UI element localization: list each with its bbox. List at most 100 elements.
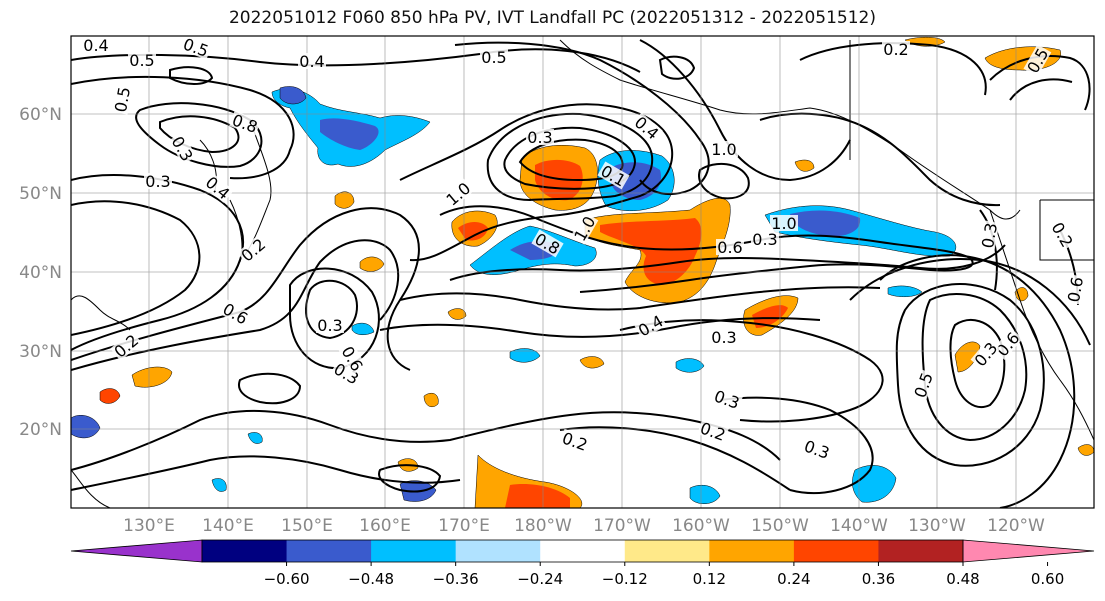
contour-label-bg <box>110 330 142 361</box>
lon-label: 180°W <box>514 516 572 536</box>
contour-label-bg <box>168 132 197 165</box>
shade-red-s <box>505 484 570 508</box>
contour-label-bg <box>298 53 326 69</box>
shade-orange-small-1 <box>359 256 385 272</box>
contour-label-bg <box>229 110 261 136</box>
contour-line <box>71 200 201 336</box>
lat-label: 20°N <box>19 420 62 440</box>
colorbar-segment <box>455 540 541 562</box>
lon-label: 130°E <box>123 516 175 536</box>
contour-line <box>849 258 1091 346</box>
lat-label: 40°N <box>19 263 62 283</box>
contour-label-bg <box>970 338 1001 370</box>
colorbar-tick-label: −0.48 <box>348 570 394 588</box>
contour-line <box>71 75 295 180</box>
contour-line <box>378 464 442 493</box>
contour-line <box>71 48 641 73</box>
contour-line <box>698 162 750 200</box>
coast-asia <box>71 119 272 508</box>
colorbar-outline <box>201 539 964 563</box>
contour-line <box>486 112 654 202</box>
contour-label: 0.2 <box>883 40 908 59</box>
contour-line <box>639 39 851 182</box>
contour-line <box>238 372 302 405</box>
shade-red-center <box>535 159 583 201</box>
lon-label: 160°W <box>672 516 730 536</box>
colorbar-tick-label: 0.48 <box>946 570 979 588</box>
colorbar-tick-label: −0.24 <box>517 570 563 588</box>
coast-america <box>989 209 1094 441</box>
contour-label-bg <box>801 436 833 462</box>
contour-label-bg <box>526 129 554 145</box>
contour-line <box>399 103 674 262</box>
contour-label-bg <box>180 36 212 60</box>
contour-label-bg <box>1064 274 1086 305</box>
contour-label-bg <box>144 173 172 189</box>
contour-line <box>399 286 881 311</box>
colorbar-tick-label: 0.12 <box>693 570 726 588</box>
shade-blue-small-9 <box>675 358 705 373</box>
contour-label-bg <box>128 52 156 68</box>
contour-label: 0.4 <box>299 52 324 71</box>
colorbar: −0.60 −0.48 −0.36 −0.24 −0.12 0.12 0.24 0.36 0.4… <box>70 539 1095 588</box>
contour-labels: 0.40.5 0.50.4 0.5 0.2 0.50.80.30.20.3 0.40.50… <box>82 36 1087 463</box>
contour-label: 1.0 <box>711 140 736 159</box>
contour-label-bg <box>710 329 738 345</box>
colorbar-extend-max <box>962 539 1095 563</box>
contour-line <box>135 102 263 168</box>
contour-line <box>379 317 821 338</box>
contour-label: 0.5 <box>129 51 154 70</box>
colorbar-tick-label: 0.24 <box>777 570 810 588</box>
shade-orange-small-6 <box>579 356 605 369</box>
colorbar-extend-min <box>70 539 203 563</box>
shade-blue-small-1 <box>279 86 307 105</box>
lat-label: 60°N <box>19 105 62 125</box>
shade-orange-small-3 <box>447 308 467 320</box>
shade-blue-small-3 <box>509 348 541 363</box>
coast-alaska <box>559 39 1021 220</box>
colorbar-segment <box>371 540 457 562</box>
contour-line <box>449 244 1006 281</box>
contour-label: 0.3 <box>978 221 1001 249</box>
contour-label: 0.3 <box>317 316 342 335</box>
colorbar-segment <box>709 540 795 562</box>
contour-label-bg <box>442 178 474 209</box>
lon-label: 170°E <box>438 516 490 536</box>
map-title: 2022051012 F060 850 hPa PV, IVT Landfall… <box>228 8 876 28</box>
contour-line <box>71 455 461 491</box>
shade-red-sw-1 <box>99 388 121 404</box>
border-line <box>849 40 1094 261</box>
shade-orange-small-2 <box>334 191 355 209</box>
lon-label: 120°W <box>987 516 1045 536</box>
contour-label-bg <box>570 212 599 245</box>
colorbar-tick-label: 0.60 <box>1031 570 1064 588</box>
shade-red-band <box>600 218 702 285</box>
contour-line <box>719 396 874 494</box>
contour-label: 0.3 <box>145 172 170 191</box>
shade-darkblue-east <box>790 210 861 237</box>
colorbar-tick-label: 0.36 <box>862 570 895 588</box>
shade-blue-small-10 <box>247 432 263 444</box>
contour-line <box>879 254 1076 508</box>
contour-label: 0.5 <box>111 85 134 113</box>
map-frame <box>70 35 1095 509</box>
contour-label: 0.3 <box>527 128 552 147</box>
contour-line <box>289 267 380 370</box>
shade-orange-e <box>954 341 981 373</box>
lat-lon-grid <box>71 36 1094 508</box>
colorbar-segment <box>878 540 964 562</box>
contour-line <box>559 426 791 491</box>
contour-line <box>71 207 420 371</box>
contour-label-bg <box>751 231 779 247</box>
lat-label: 50°N <box>19 184 62 204</box>
shade-orange-e2 <box>1014 287 1029 302</box>
contour-label-bg <box>634 311 667 340</box>
contour-label-bg <box>992 328 1023 360</box>
shade-blue-small-2 <box>887 285 923 297</box>
colorbar-segment <box>793 540 879 562</box>
colorbar-segment <box>540 540 626 562</box>
contour-label-bg <box>631 112 663 143</box>
contour-line <box>71 239 400 371</box>
contour-label-bg <box>559 428 591 454</box>
